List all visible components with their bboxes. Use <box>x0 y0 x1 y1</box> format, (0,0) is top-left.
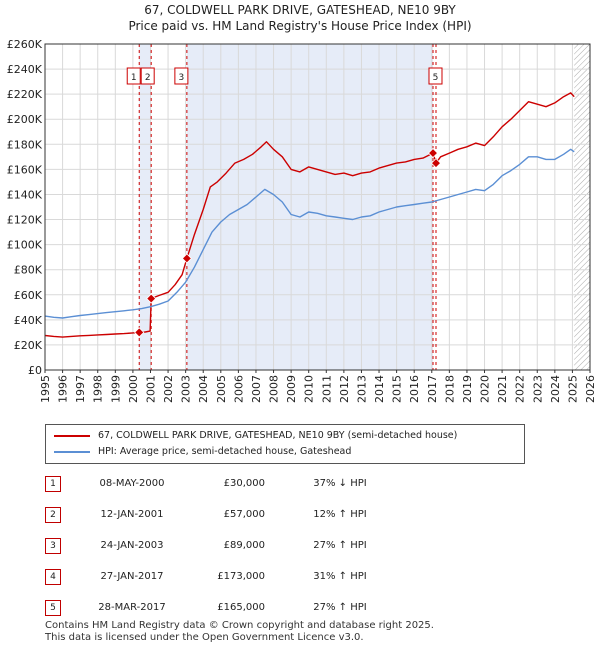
sale-point <box>427 148 439 159</box>
y-tick-label: £80K <box>14 264 43 277</box>
sale-label-box <box>140 67 155 85</box>
transaction-hpi: 27% ↑ HPI <box>313 602 367 613</box>
sale-label: 2 <box>145 73 151 83</box>
y-tick-label: £0 <box>28 364 42 377</box>
y-tick-label: £120K <box>7 214 43 227</box>
x-tick-label: 2013 <box>355 375 368 403</box>
x-tick-label: 1997 <box>74 375 87 403</box>
table-row: 2 12-JAN-2001 £57,000 12% ↑ HPI <box>45 505 545 525</box>
x-tick-label: 2024 <box>549 375 562 403</box>
y-tick-label: £100K <box>7 239 43 252</box>
transaction-price: £173,000 <box>217 571 265 582</box>
transaction-date: 27-JAN-2017 <box>100 571 164 582</box>
x-tick-label: 2025 <box>566 375 579 403</box>
chart-title: 67, COLDWELL PARK DRIVE, GATESHEAD, NE10… <box>144 3 456 17</box>
transaction-date: 12-JAN-2001 <box>100 509 164 520</box>
sale-point <box>146 293 157 304</box>
ownership-span <box>186 44 434 370</box>
table-row: 4 27-JAN-2017 £173,000 31% ↑ HPI <box>45 567 545 587</box>
transaction-hpi: 37% ↓ HPI <box>313 478 367 489</box>
transaction-price: £57,000 <box>223 509 265 520</box>
footer-licence: This data is licensed under the Open Gov… <box>45 632 364 643</box>
legend-label-hpi: HPI: Average price, semi-detached house,… <box>98 446 352 457</box>
x-tick-label: 2002 <box>162 375 175 403</box>
x-tick-label: 1998 <box>92 375 105 403</box>
plot-frame <box>44 43 591 371</box>
transaction-price: £89,000 <box>223 540 265 551</box>
transaction-price: £165,000 <box>217 602 265 613</box>
y-tick-label: £240K <box>7 63 43 76</box>
transaction-number: 3 <box>45 538 61 554</box>
x-tick-label: 2009 <box>285 375 298 403</box>
footer-copyright: Contains HM Land Registry data © Crown c… <box>45 620 434 631</box>
table-row: 1 08-MAY-2000 £30,000 37% ↓ HPI <box>45 474 545 494</box>
x-tick-label: 2017 <box>426 375 439 403</box>
sale-point <box>181 253 192 264</box>
y-tick-label: £140K <box>7 188 43 201</box>
x-tick-label: 2014 <box>373 375 386 403</box>
transaction-number: 4 <box>45 569 61 585</box>
table-row: 5 28-MAR-2017 £165,000 27% ↑ HPI <box>45 598 545 618</box>
x-tick-label: 1996 <box>57 375 70 403</box>
transaction-date: 28-MAR-2017 <box>98 602 166 613</box>
y-tick-label: £40K <box>14 314 43 327</box>
x-tick-label: 2006 <box>232 375 245 403</box>
transaction-price: £30,000 <box>223 478 265 489</box>
sale-label-box <box>126 67 141 85</box>
sale-label-box <box>174 67 189 85</box>
y-tick-label: £160K <box>7 163 43 176</box>
y-tick-label: £180K <box>7 138 43 151</box>
transaction-number: 5 <box>45 600 61 616</box>
transaction-date: 08-MAY-2000 <box>99 478 165 489</box>
y-tick-label: £20K <box>14 339 43 352</box>
table-row: 3 24-JAN-2003 £89,000 27% ↑ HPI <box>45 536 545 556</box>
x-tick-label: 2016 <box>408 375 421 403</box>
x-tick-label: 2001 <box>144 375 157 403</box>
x-tick-label: 2000 <box>127 375 140 403</box>
y-tick-label: £220K <box>7 88 43 101</box>
x-tick-label: 1999 <box>109 375 122 403</box>
x-tick-label: 2015 <box>391 375 404 403</box>
legend-swatch-property <box>54 435 90 437</box>
y-tick-label: £60K <box>14 289 43 302</box>
x-tick-label: 2026 <box>584 375 597 403</box>
x-tick-label: 2007 <box>250 375 263 403</box>
legend-swatch-hpi <box>54 451 90 453</box>
chart-subtitle: Price paid vs. HM Land Registry's House … <box>128 19 472 33</box>
sale-label: 5 <box>433 73 439 83</box>
transaction-hpi: 12% ↑ HPI <box>313 509 367 520</box>
series-line-hpi <box>44 148 575 319</box>
x-tick-label: 2021 <box>496 375 509 403</box>
x-tick-label: 2011 <box>320 375 333 403</box>
transaction-number: 2 <box>45 507 61 523</box>
x-tick-label: 2022 <box>514 375 527 403</box>
x-tick-label: 2005 <box>215 375 228 403</box>
x-tick-label: 2023 <box>531 375 544 403</box>
y-tick-label: £260K <box>7 38 43 51</box>
sale-point <box>134 327 145 338</box>
chart-legend: 67, COLDWELL PARK DRIVE, GATESHEAD, NE10… <box>45 424 525 464</box>
x-tick-label: 2003 <box>180 375 193 403</box>
x-tick-label: 2019 <box>461 375 474 403</box>
transaction-hpi: 27% ↑ HPI <box>313 540 367 551</box>
transaction-number: 1 <box>45 476 61 492</box>
x-tick-label: 2008 <box>268 375 281 403</box>
sale-label-box <box>428 67 443 85</box>
x-tick-label: 1995 <box>39 375 52 403</box>
legend-label-property: 67, COLDWELL PARK DRIVE, GATESHEAD, NE10… <box>98 430 458 441</box>
transaction-date: 24-JAN-2003 <box>100 540 164 551</box>
ownership-span <box>139 44 152 370</box>
sale-point <box>430 158 442 169</box>
x-tick-label: 2012 <box>338 375 351 403</box>
x-tick-label: 2004 <box>197 375 210 403</box>
x-tick-label: 2018 <box>443 375 456 403</box>
x-tick-label: 2020 <box>479 375 492 403</box>
transaction-hpi: 31% ↑ HPI <box>313 571 367 582</box>
x-tick-label: 2010 <box>303 375 316 403</box>
y-tick-label: £200K <box>7 113 43 126</box>
forecast-hatch <box>574 44 590 370</box>
sale-label: 3 <box>179 73 185 83</box>
sale-label: 1 <box>131 73 137 83</box>
